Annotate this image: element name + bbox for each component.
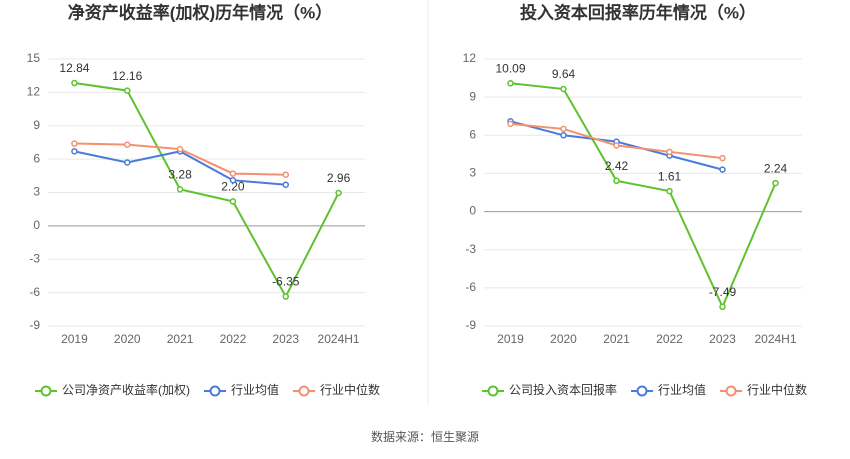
y-tick-label: 6 (33, 151, 40, 165)
y-tick-label: 9 (469, 89, 476, 103)
point (282, 171, 289, 178)
data-label: 2.20 (221, 180, 245, 194)
legend-label: 行业均值 (658, 382, 706, 397)
y-tick-label: -9 (29, 318, 40, 332)
x-tick-label: 2020 (550, 332, 577, 346)
data-label: 2.96 (327, 171, 351, 185)
y-tick-label: -9 (465, 318, 476, 332)
legend-label: 行业均值 (231, 382, 279, 397)
legend-label: 行业中位数 (747, 382, 807, 397)
data-label: 9.64 (552, 67, 576, 81)
point (229, 177, 237, 184)
point (772, 179, 779, 187)
x-tick-label: 2019 (497, 332, 524, 346)
point (719, 303, 726, 311)
y-tick-label: 9 (33, 118, 40, 132)
point (560, 85, 567, 93)
x-tick-label: 2022 (220, 332, 247, 346)
point (176, 145, 184, 153)
x-tick-label: 2020 (114, 332, 141, 346)
point (229, 170, 237, 177)
point (282, 181, 289, 188)
y-tick-label: 3 (33, 185, 40, 199)
series-line (74, 82, 340, 299)
point (176, 186, 184, 193)
data-label: 2.42 (605, 159, 629, 173)
x-tick-label: 2023 (709, 332, 736, 346)
data-label: 1.61 (658, 169, 682, 183)
legend-icon (725, 385, 737, 397)
point (666, 148, 673, 156)
point (719, 154, 726, 162)
point (613, 177, 620, 185)
point (71, 140, 78, 147)
data-label: 3.28 (168, 168, 192, 182)
y-tick-label: 3 (469, 166, 476, 180)
data-label: 10.09 (495, 61, 525, 75)
legend-label: 公司投入资本回报率 (509, 382, 617, 397)
legend-label: 行业中位数 (320, 382, 380, 397)
point (124, 87, 131, 94)
point (507, 120, 514, 128)
x-tick-label: 2021 (167, 332, 194, 346)
point (560, 132, 567, 139)
x-tick-label: 2022 (656, 332, 683, 346)
y-tick-label: -3 (29, 251, 40, 265)
legend-icon (298, 385, 310, 397)
y-tick-label: -3 (465, 242, 476, 256)
y-tick-label: -6 (29, 285, 40, 299)
point (613, 142, 620, 149)
data-label: 2.24 (764, 161, 788, 175)
point (229, 198, 237, 205)
chart-title: 净资产收益率(加权)历年情况（%） (68, 2, 332, 22)
point (560, 125, 567, 133)
data-label: 12.16 (112, 69, 142, 83)
y-tick-label: 6 (469, 127, 476, 141)
x-tick-label: 2019 (61, 332, 88, 346)
point (71, 79, 78, 87)
legend-icon (487, 385, 499, 397)
x-tick-label: 2024H1 (754, 332, 796, 346)
data-label: 12.84 (59, 61, 89, 75)
point (666, 187, 673, 195)
y-tick-label: 12 (27, 85, 41, 99)
legend-label: 公司净资产收益率(加权) (62, 382, 190, 397)
point (71, 148, 78, 155)
x-tick-label: 2023 (272, 332, 299, 346)
x-tick-label: 2024H1 (318, 332, 360, 346)
chart-title: 投入资本回报率历年情况（%） (520, 2, 756, 22)
data-label: -7.49 (709, 285, 737, 299)
x-tick-label: 2021 (603, 332, 630, 346)
point (335, 189, 342, 197)
y-tick-label: 0 (33, 218, 40, 232)
y-tick-label: -6 (465, 280, 476, 294)
y-tick-label: 15 (27, 51, 41, 65)
legend-icon (40, 385, 52, 397)
point (124, 141, 131, 148)
point (124, 159, 131, 166)
legend-icon (209, 385, 221, 397)
data-label: -6.35 (272, 275, 300, 289)
legend-icon (636, 385, 648, 397)
point (719, 166, 726, 173)
y-tick-label: 0 (469, 204, 476, 218)
y-tick-label: 12 (463, 51, 477, 65)
source-note: 数据来源：恒生聚源 (371, 429, 479, 444)
series-line (510, 82, 777, 310)
point (507, 80, 514, 87)
point (282, 293, 289, 300)
